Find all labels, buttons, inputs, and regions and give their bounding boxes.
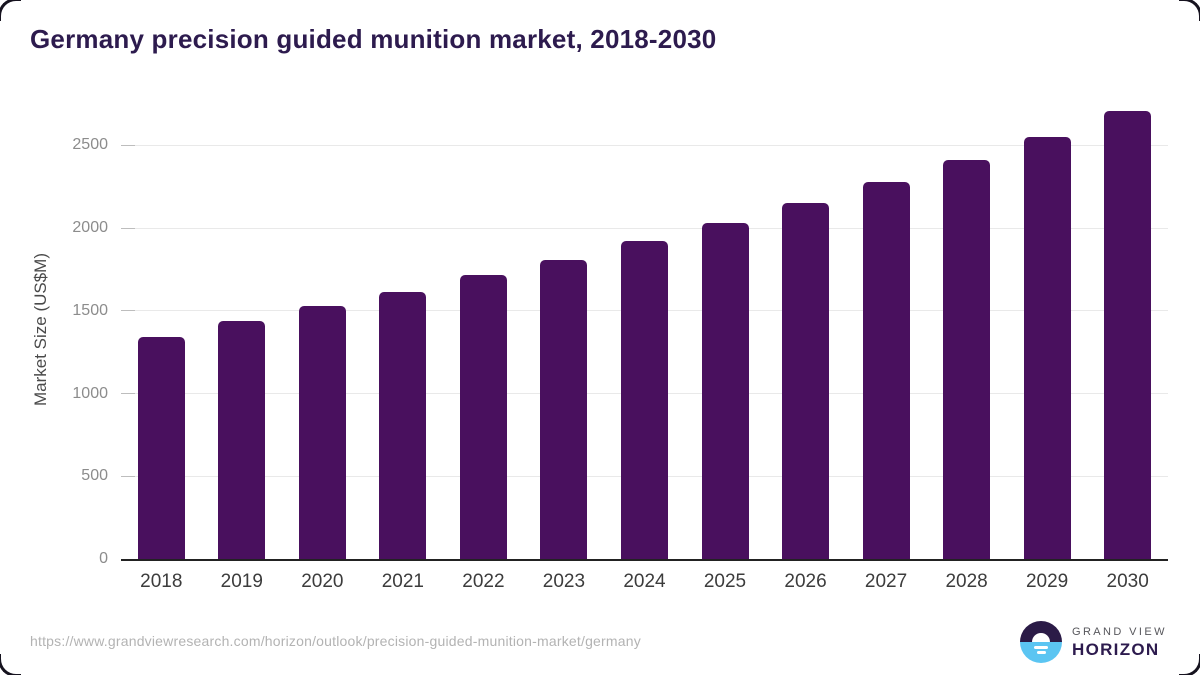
bar-2024 xyxy=(621,241,668,559)
chart-title: Germany precision guided munition market… xyxy=(30,24,717,54)
y-tick-mark-500 xyxy=(121,475,135,477)
bar-2029 xyxy=(1023,137,1071,559)
card-corner-border xyxy=(1179,654,1200,675)
logo-sun-dome xyxy=(1032,632,1050,642)
x-tick-label-2022: 2022 xyxy=(462,571,505,592)
card-corner-border xyxy=(0,0,21,21)
y-tick-label-1000: 1000 xyxy=(72,384,108,402)
y-tick-mark-2000 xyxy=(121,227,135,229)
x-tick-label-2025: 2025 xyxy=(703,571,747,592)
x-tick-label-2026: 2026 xyxy=(784,571,827,592)
x-tick-label-2023: 2023 xyxy=(542,571,586,592)
x-tick-label-2030: 2030 xyxy=(1106,571,1149,592)
bar-2020 xyxy=(298,305,346,559)
x-tick-label-2024: 2024 xyxy=(623,571,666,592)
gridline-2500 xyxy=(121,145,1168,146)
bar-2026 xyxy=(782,203,830,559)
x-tick-label-2020: 2020 xyxy=(301,571,344,592)
plot-area xyxy=(121,100,1168,561)
y-tick-label-500: 500 xyxy=(81,467,108,485)
y-tick-mark-1000 xyxy=(121,393,135,395)
y-tick-mark-2500 xyxy=(121,145,135,146)
logo-text: GRAND VIEW HORIZON xyxy=(1072,626,1167,659)
x-tick-label-2029: 2029 xyxy=(1025,571,1069,592)
bar-2025 xyxy=(701,223,749,559)
logo-reflection-line xyxy=(1036,651,1046,654)
x-tick-label-2018: 2018 xyxy=(140,571,183,592)
y-tick-label-0: 0 xyxy=(99,550,108,567)
y-tick-label-1500: 1500 xyxy=(72,301,108,319)
x-tick-label-2028: 2028 xyxy=(945,571,988,592)
logo-brand-bottom: HORIZON xyxy=(1072,639,1160,659)
y-tick-mark-1500 xyxy=(121,310,135,312)
x-axis-tick-labels: 2018 2019 2020 2021 2022 2023 2024 2025 2026 2027… xyxy=(121,571,1168,593)
logo-reflection-line xyxy=(1034,646,1048,649)
horizon-logo-icon xyxy=(1020,621,1062,663)
bar-2023 xyxy=(540,259,588,559)
x-tick-label-2027: 2027 xyxy=(864,571,908,592)
grand-view-horizon-logo: GRAND VIEW HORIZON xyxy=(1020,621,1167,663)
card-corner-border xyxy=(0,654,21,675)
bar-2018 xyxy=(137,336,185,559)
bar-2019 xyxy=(218,320,266,559)
source-url: https://www.grandviewresearch.com/horizo… xyxy=(30,633,641,649)
y-tick-label-2000: 2000 xyxy=(72,219,108,237)
bar-2022 xyxy=(459,275,507,559)
bar-2021 xyxy=(379,291,427,559)
y-axis-tick-labels: 0 500 1000 1500 2000 2500 xyxy=(0,100,108,567)
gridline-2000 xyxy=(121,227,1168,229)
y-tick-label-2500: 2500 xyxy=(72,136,108,154)
bar-2028 xyxy=(943,160,991,559)
card-corner-border xyxy=(1179,0,1200,21)
x-tick-label-2019: 2019 xyxy=(220,571,263,592)
logo-brand-top: GRAND VIEW xyxy=(1072,625,1167,638)
x-tick-label-2021: 2021 xyxy=(381,571,424,592)
bar-2027 xyxy=(862,181,910,559)
bar-2030 xyxy=(1104,110,1152,559)
